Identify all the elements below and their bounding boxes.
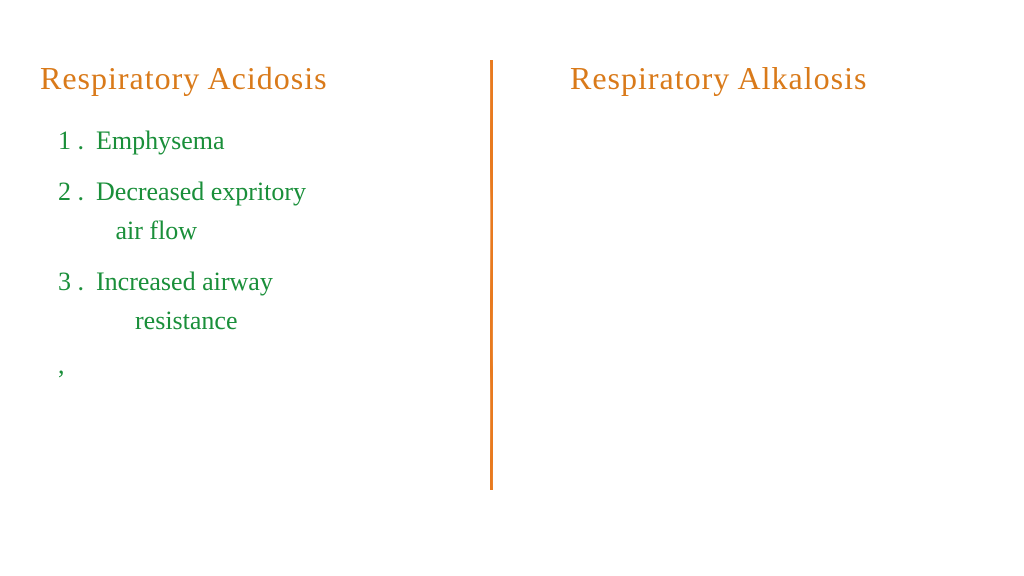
vertical-divider	[490, 60, 493, 490]
right-heading: Respiratory Alkalosis	[570, 60, 990, 97]
list-item: 1 . Emphysema	[58, 121, 460, 160]
right-column: Respiratory Alkalosis	[570, 60, 990, 121]
list-item: 3 . Increased airway resistance	[58, 262, 460, 340]
divider-path	[491, 60, 492, 490]
item-text: Increased airway resistance	[96, 262, 273, 340]
item-number: 1 .	[58, 121, 96, 160]
item-text: Decreased expritory air flow	[96, 172, 306, 250]
left-column: Respiratory Acidosis 1 . Emphysema 2 . D…	[40, 60, 460, 352]
list-item: 2 . Decreased expritory air flow	[58, 172, 460, 250]
left-heading: Respiratory Acidosis	[40, 60, 460, 97]
acidosis-list: 1 . Emphysema 2 . Decreased expritory ai…	[40, 121, 460, 340]
item-number: 3 .	[58, 262, 96, 340]
item-number: 2 .	[58, 172, 96, 250]
partial-mark: ,	[58, 350, 65, 380]
item-text: Emphysema	[96, 121, 225, 160]
